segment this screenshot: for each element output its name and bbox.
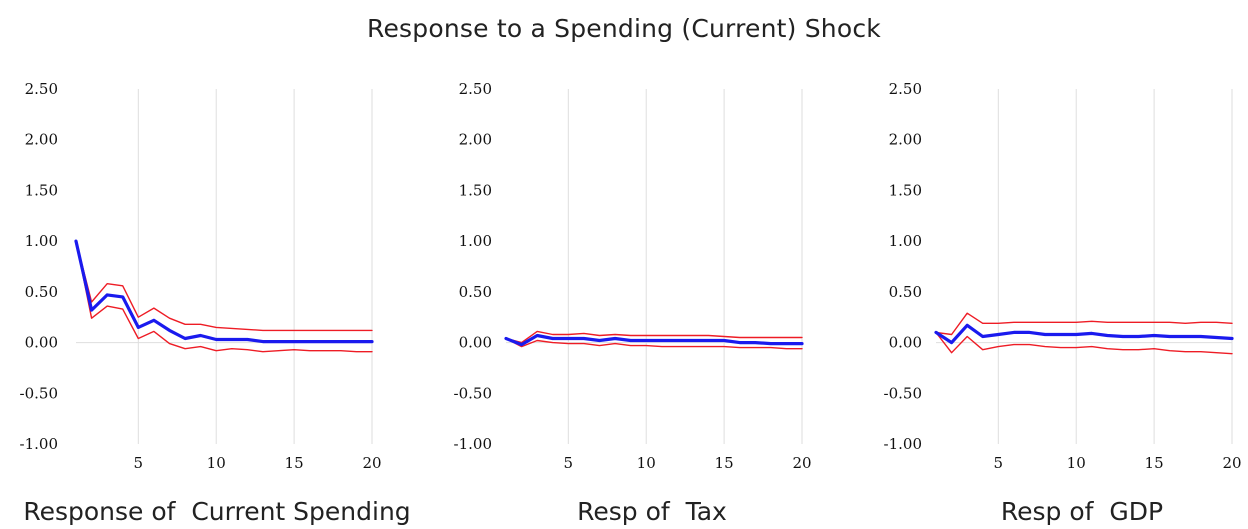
panel-1: 2.50 2.00 1.50 1.00 0.50 0.00 -0.50 -1.00 5 10 15 2… — [20, 80, 411, 526]
y-tick-label: 2.50 — [889, 80, 922, 98]
y-tick-label: 0.00 — [459, 334, 492, 352]
y-tick-label: 1.00 — [459, 232, 492, 250]
lower-band-line — [935, 331, 1233, 355]
upper-band-line — [935, 312, 1233, 336]
y-tick-label: 0.00 — [25, 334, 58, 352]
x-tick-label: 5 — [564, 454, 574, 472]
x-tick-label: 5 — [134, 454, 144, 472]
y-tick-label: -0.50 — [20, 384, 58, 402]
panel-title: Resp of Tax — [577, 497, 727, 526]
y-tick-label: -1.00 — [454, 435, 492, 453]
x-tick-label: 20 — [362, 454, 381, 472]
y-tick-label: 0.50 — [25, 283, 58, 301]
x-tick-label: 15 — [285, 454, 304, 472]
x-tick-label: 20 — [792, 454, 811, 472]
response-line — [934, 323, 1234, 345]
upper-band-line — [75, 240, 373, 332]
panel-2: 2.50 2.00 1.50 1.00 0.50 0.00 -0.50 -1.00 5 10 15 2… — [454, 80, 812, 526]
lower-band-line — [505, 337, 803, 350]
x-tick-label: 20 — [1222, 454, 1241, 472]
y-tick-label: 1.00 — [25, 232, 58, 250]
y-tick-label: 2.00 — [889, 131, 922, 149]
y-tick-label: 1.50 — [459, 181, 492, 199]
y-tick-label: 0.50 — [889, 283, 922, 301]
lower-band-line — [75, 240, 373, 353]
y-tick-label: -0.50 — [454, 384, 492, 402]
y-tick-label: 1.50 — [25, 181, 58, 199]
y-tick-label: -1.00 — [884, 435, 922, 453]
x-tick-label: 10 — [637, 454, 656, 472]
x-tick-label: 10 — [207, 454, 226, 472]
x-tick-label: 15 — [1145, 454, 1164, 472]
y-tick-label: 2.00 — [459, 131, 492, 149]
x-tick-label: 5 — [994, 454, 1004, 472]
y-tick-label: -1.00 — [20, 435, 58, 453]
panel-title: Resp of GDP — [1001, 497, 1163, 526]
y-tick-label: 2.00 — [25, 131, 58, 149]
response-line — [504, 333, 804, 347]
y-tick-label: 2.50 — [25, 80, 58, 98]
y-tick-label: 1.00 — [889, 232, 922, 250]
x-tick-label: 10 — [1067, 454, 1086, 472]
panel-title: Response of Current Spending — [23, 497, 410, 526]
y-tick-label: 1.50 — [889, 181, 922, 199]
y-tick-label: 2.50 — [459, 80, 492, 98]
response-line — [74, 239, 374, 344]
panel-3: 2.50 2.00 1.50 1.00 0.50 0.00 -0.50 -1.00 5 10 15 2… — [884, 80, 1242, 526]
x-tick-label: 15 — [715, 454, 734, 472]
y-tick-label: -0.50 — [884, 384, 922, 402]
y-tick-label: 0.50 — [459, 283, 492, 301]
y-tick-label: 0.00 — [889, 334, 922, 352]
upper-band-line — [505, 330, 803, 344]
chart-title: Response to a Spending (Current) Shock — [367, 14, 881, 43]
